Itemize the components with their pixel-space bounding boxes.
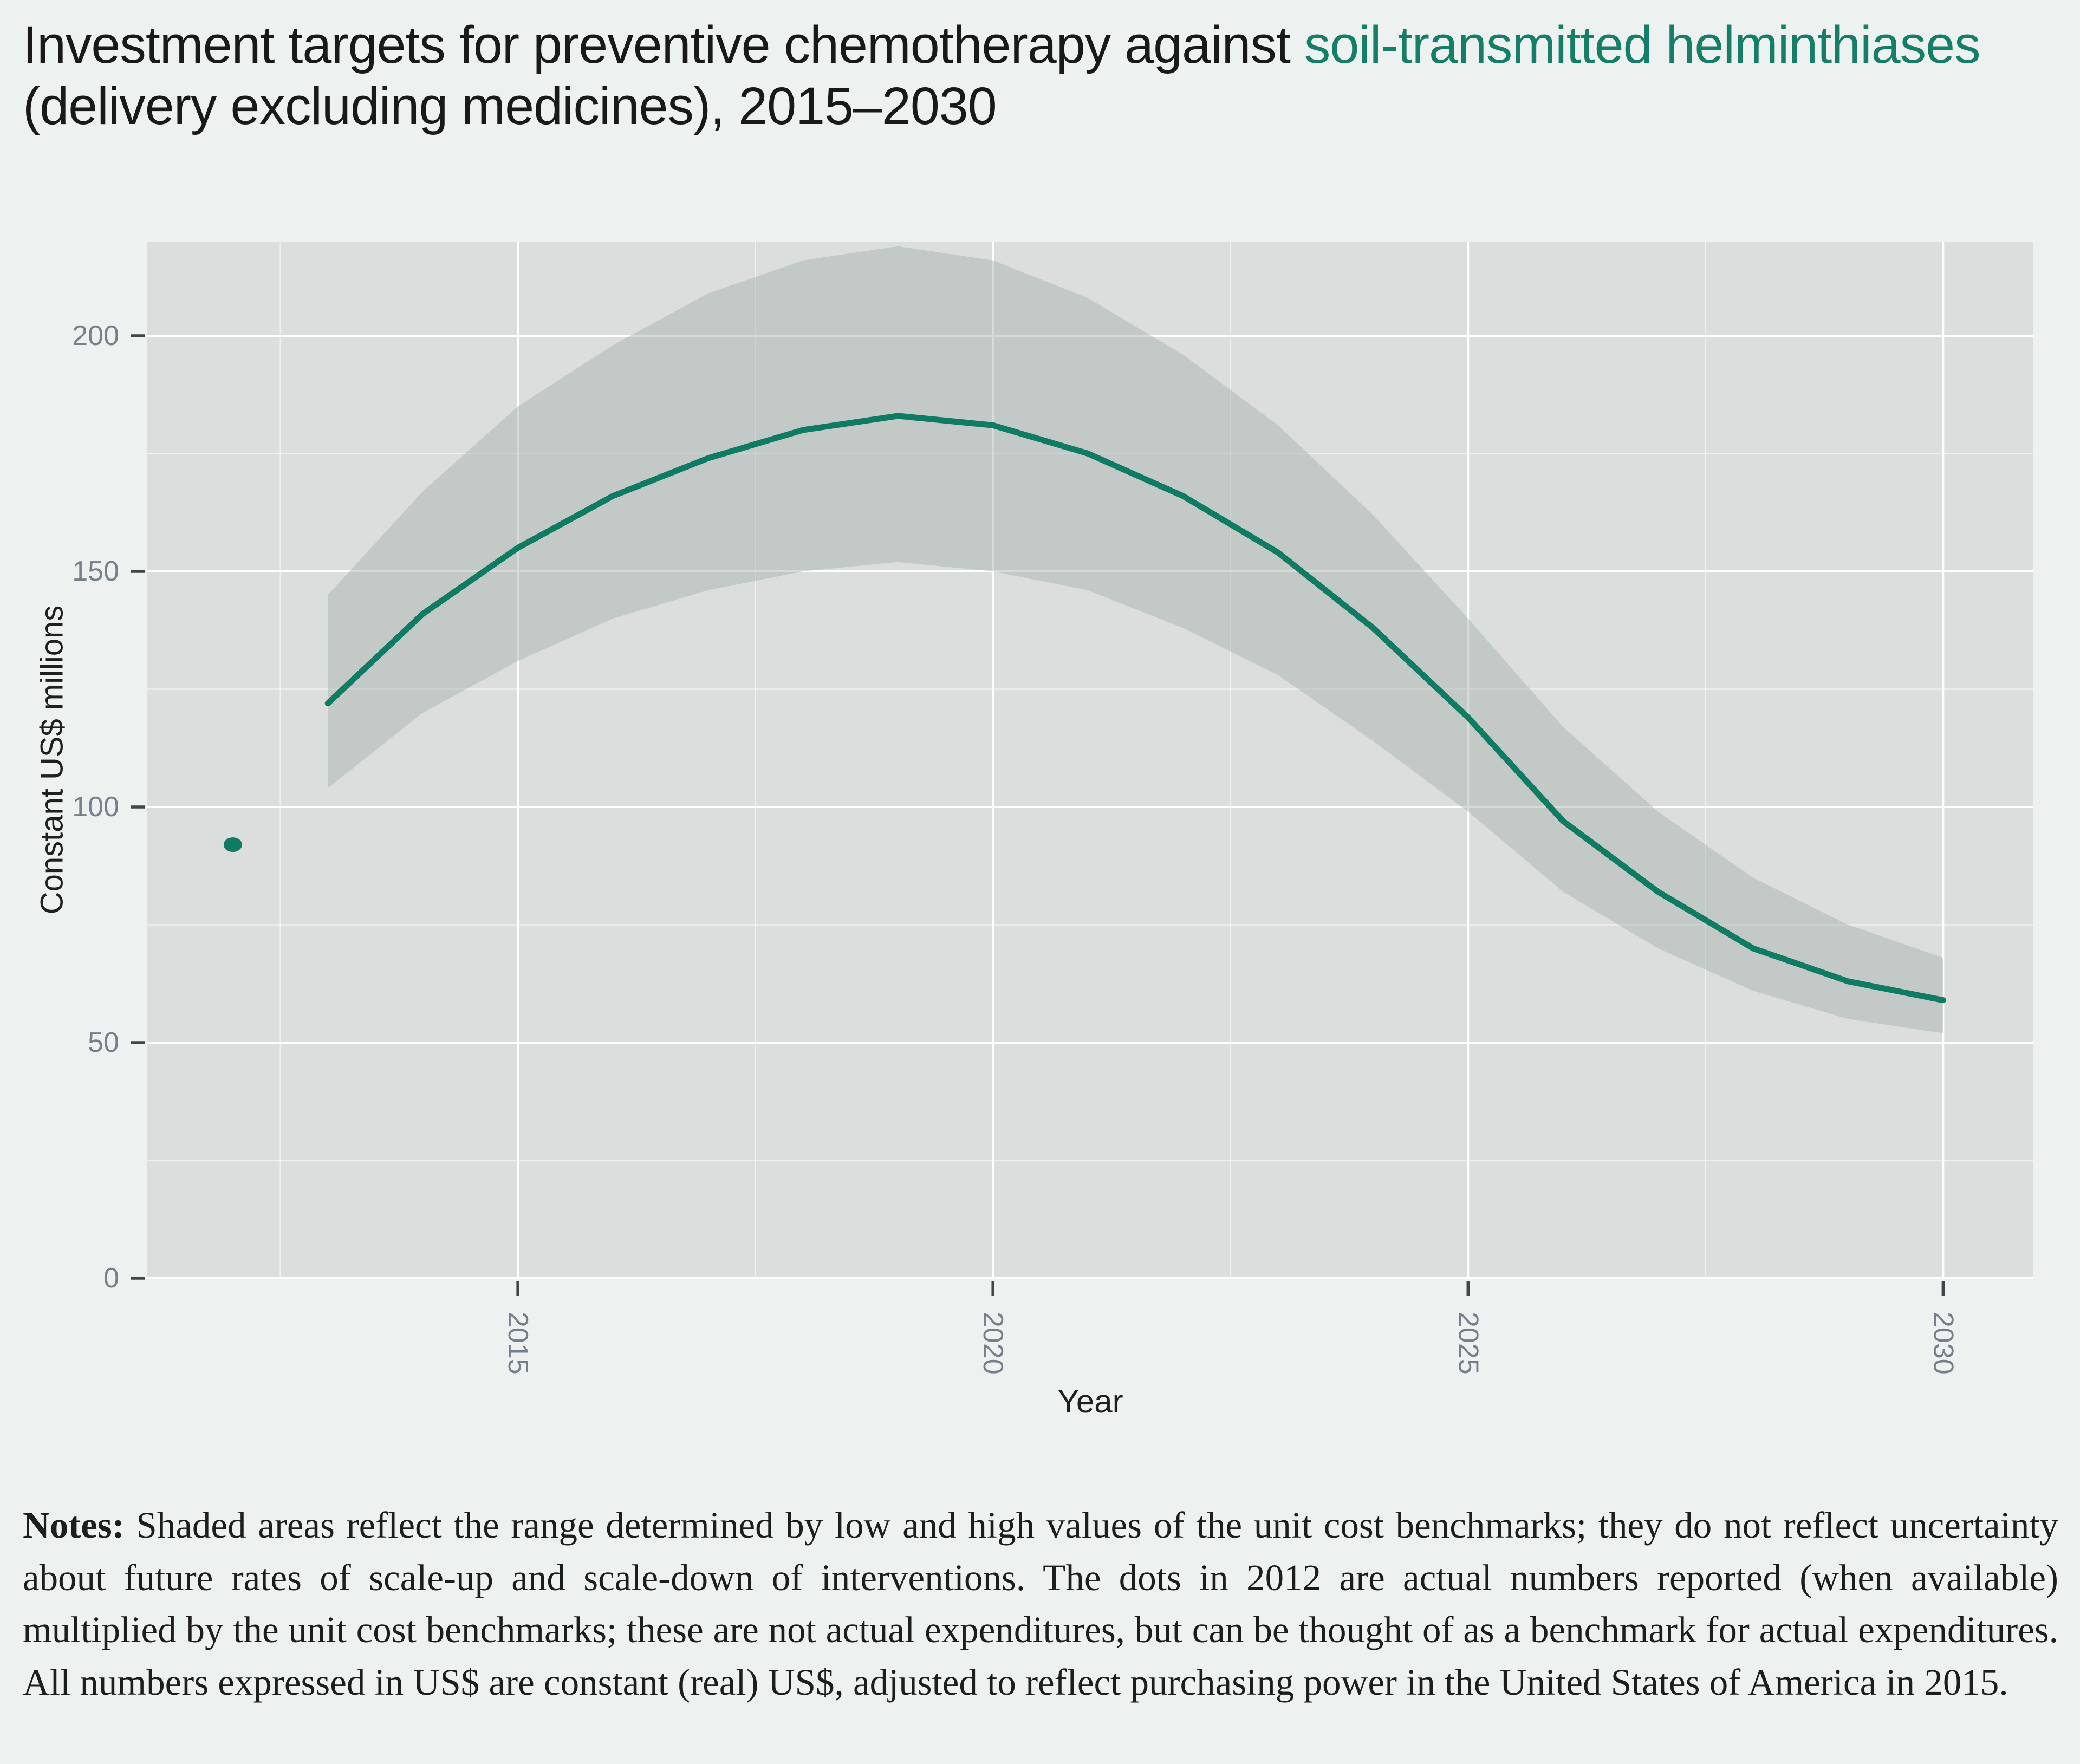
chart: 0 50 100 150 200 2015 2020 2025 2030 Year Constant… [0,206,2080,1506]
y-axis-title: Constant US$ millions [35,606,70,915]
actual-point-group [223,837,242,852]
target-line-group [324,413,1946,1004]
notes-label: Notes: [23,1505,125,1546]
investment-target-line [324,413,1946,1004]
y-tick-label: 150 [72,556,119,587]
major-gridlines-group [147,242,2033,1279]
x-tick-label: 2025 [1452,1312,1484,1375]
line-chart-svg: 0 50 100 150 200 2015 2020 2025 2030 Year Constant… [35,242,2033,1420]
notes: Notes: Shaded areas reflect the range de… [23,1499,2058,1708]
y-tick-label: 0 [103,1262,119,1294]
panel-background [147,242,2033,1278]
title-suffix: (delivery excluding medicines), 2015–203… [23,76,997,136]
title-prefix: Investment targets for preventive chemot… [23,15,1304,74]
actual-2012-dot [223,837,242,852]
uncertainty-band [328,246,1943,1033]
y-tick-label: 100 [72,791,119,823]
y-tick-label: 200 [72,320,119,352]
title-highlight: soil-transmitted helminthiases [1304,15,1981,74]
x-axis-title: Year [1057,1383,1123,1420]
page-title: Investment targets for preventive chemot… [23,14,1994,137]
x-tick-label: 2030 [1927,1312,1959,1375]
minor-gridlines-group [147,242,2033,1278]
panel-background-group [147,242,2033,1278]
x-tick-label: 2020 [977,1312,1009,1375]
y-tick-label: 50 [88,1027,119,1058]
axis-labels-group: 0 50 100 150 200 2015 2020 2025 2030 Year Constant… [35,320,1959,1420]
notes-body: Shaded areas reflect the range determine… [23,1505,2058,1703]
x-tick-label: 2015 [502,1312,534,1375]
axis-ticks-group [131,334,1945,1296]
uncertainty-band-group [328,246,1943,1033]
